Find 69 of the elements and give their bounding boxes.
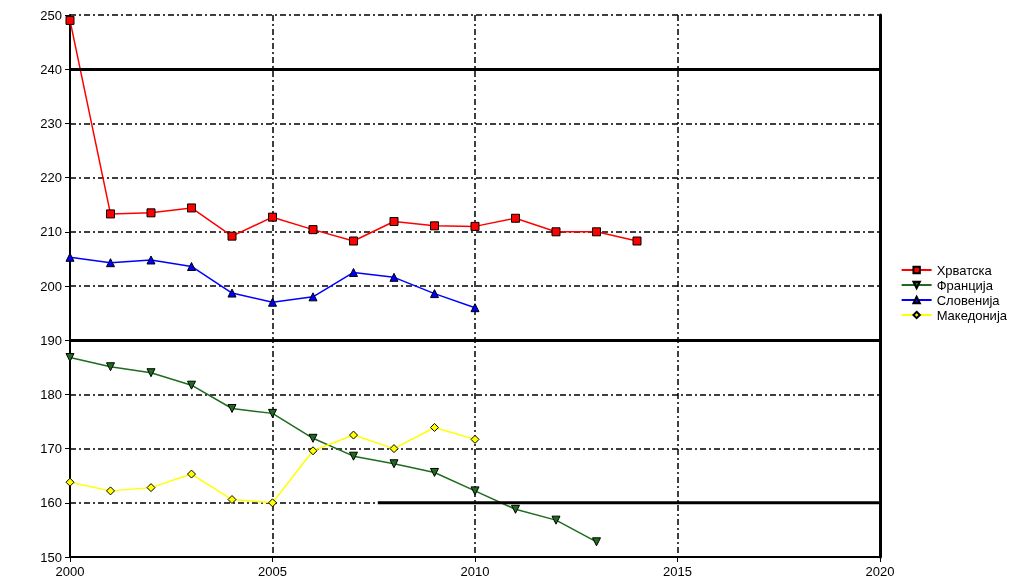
x-tick-label: 2005 — [258, 564, 287, 579]
y-tick-label: 230 — [40, 115, 62, 131]
point — [227, 231, 237, 241]
point — [389, 459, 399, 469]
point — [389, 444, 399, 454]
legend-label: Франција — [936, 277, 994, 293]
point — [349, 430, 358, 440]
y-tick-label: 180 — [40, 386, 62, 402]
point — [389, 272, 399, 282]
y-tick-label: 220 — [40, 170, 62, 186]
y-tick-label: 160 — [40, 495, 62, 511]
legend-label: Словенија — [936, 292, 1001, 308]
point — [349, 236, 358, 246]
point — [187, 203, 196, 213]
point — [389, 217, 399, 226]
point — [268, 212, 277, 222]
point — [227, 288, 237, 298]
point — [308, 433, 318, 443]
point — [187, 469, 196, 479]
point — [106, 258, 115, 268]
point — [430, 467, 439, 477]
point — [470, 486, 480, 496]
point — [511, 504, 520, 514]
y-tick-label: 190 — [40, 332, 62, 348]
point — [470, 221, 480, 231]
x-tick-label: 2010 — [460, 564, 490, 579]
y-tick-label: 170 — [40, 441, 62, 457]
point — [65, 477, 75, 487]
point — [146, 368, 156, 378]
legend-label: Македонија — [936, 307, 1008, 323]
point — [106, 362, 115, 372]
point — [227, 495, 237, 505]
point — [187, 261, 196, 271]
point — [268, 297, 277, 307]
point — [430, 289, 439, 299]
point — [146, 483, 156, 493]
point — [470, 303, 480, 313]
point — [106, 486, 115, 496]
point — [268, 498, 277, 508]
y-tick-label: 250 — [40, 7, 62, 23]
point — [106, 209, 115, 219]
point — [349, 267, 358, 277]
point — [430, 422, 439, 432]
point — [146, 255, 156, 265]
point — [268, 408, 277, 418]
point — [551, 515, 561, 525]
x-tick-label: 2000 — [55, 564, 85, 579]
point — [632, 236, 642, 246]
point — [308, 292, 318, 302]
y-tick-label: 210 — [40, 224, 62, 240]
x-tick-label: 2015 — [663, 564, 692, 579]
point — [146, 208, 156, 218]
point — [308, 225, 318, 235]
point — [227, 403, 237, 413]
y-tick-label: 200 — [40, 278, 62, 294]
point — [187, 380, 196, 390]
legend-label: Хрватска — [936, 262, 993, 278]
point — [308, 446, 318, 456]
y-tick-label: 150 — [40, 549, 62, 565]
point — [430, 221, 439, 231]
point — [551, 227, 561, 237]
point — [592, 537, 601, 547]
y-tick-label: 240 — [40, 61, 62, 77]
point — [470, 434, 480, 444]
point — [349, 451, 358, 461]
point — [511, 213, 520, 223]
point — [65, 252, 75, 262]
x-tick-label: 2020 — [865, 564, 895, 579]
point — [592, 227, 601, 237]
